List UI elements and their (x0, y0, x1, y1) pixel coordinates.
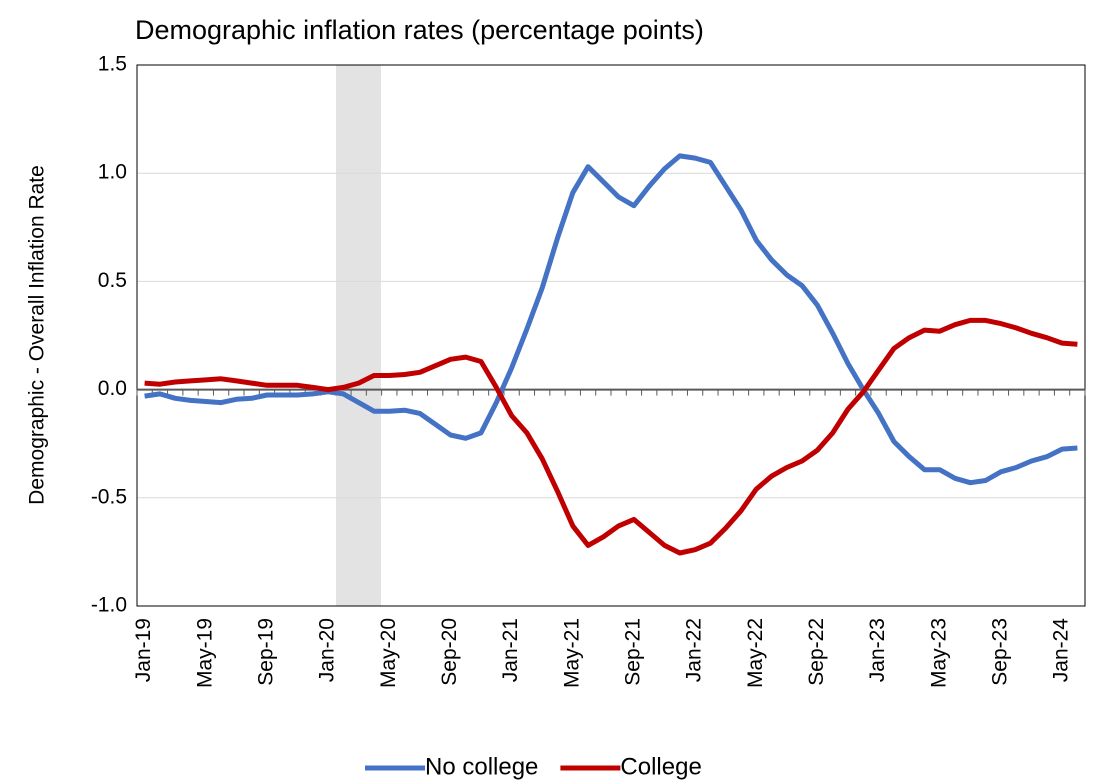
x-tick-label: Jan-23 (866, 618, 889, 682)
recession-shade (336, 65, 381, 606)
y-axis-label: Demographic - Overall Inflation Rate (26, 165, 49, 505)
y-tick-label: 0.5 (98, 269, 127, 292)
x-tick-label: Jan-22 (683, 618, 706, 682)
y-tick-label: 1.0 (98, 161, 127, 184)
x-tick-label: May-21 (560, 618, 583, 688)
x-tick-label: Sep-23 (988, 618, 1011, 686)
plot-border (136, 64, 1086, 607)
y-tick-label: -0.5 (91, 485, 127, 508)
legend: No college College (365, 753, 702, 780)
x-tick-label: May-20 (377, 618, 400, 688)
x-tick-label: Sep-19 (255, 618, 278, 686)
x-tick-label: Sep-22 (805, 618, 828, 686)
x-tick-label: Jan-20 (316, 618, 339, 682)
y-tick-label: 1.5 (98, 53, 127, 76)
legend-label: No college (425, 753, 538, 780)
x-tick-label: May-19 (193, 618, 216, 688)
x-tick-label: Jan-21 (499, 618, 522, 682)
series-line (144, 153, 1078, 486)
series-line (144, 317, 1078, 556)
y-tick-label: -1.0 (91, 594, 127, 617)
x-tick-label: May-23 (927, 618, 950, 688)
x-tick-label: May-22 (744, 618, 767, 688)
x-tick-label: Sep-20 (438, 618, 461, 686)
legend-label: College (620, 753, 701, 780)
x-tick-label: Sep-21 (621, 618, 644, 686)
x-tick-label: Jan-24 (1050, 618, 1073, 683)
x-tick-label: Jan-19 (132, 618, 155, 682)
chart-title: Demographic inflation rates (percentage … (135, 15, 704, 45)
y-tick-label: 0.0 (98, 377, 127, 400)
